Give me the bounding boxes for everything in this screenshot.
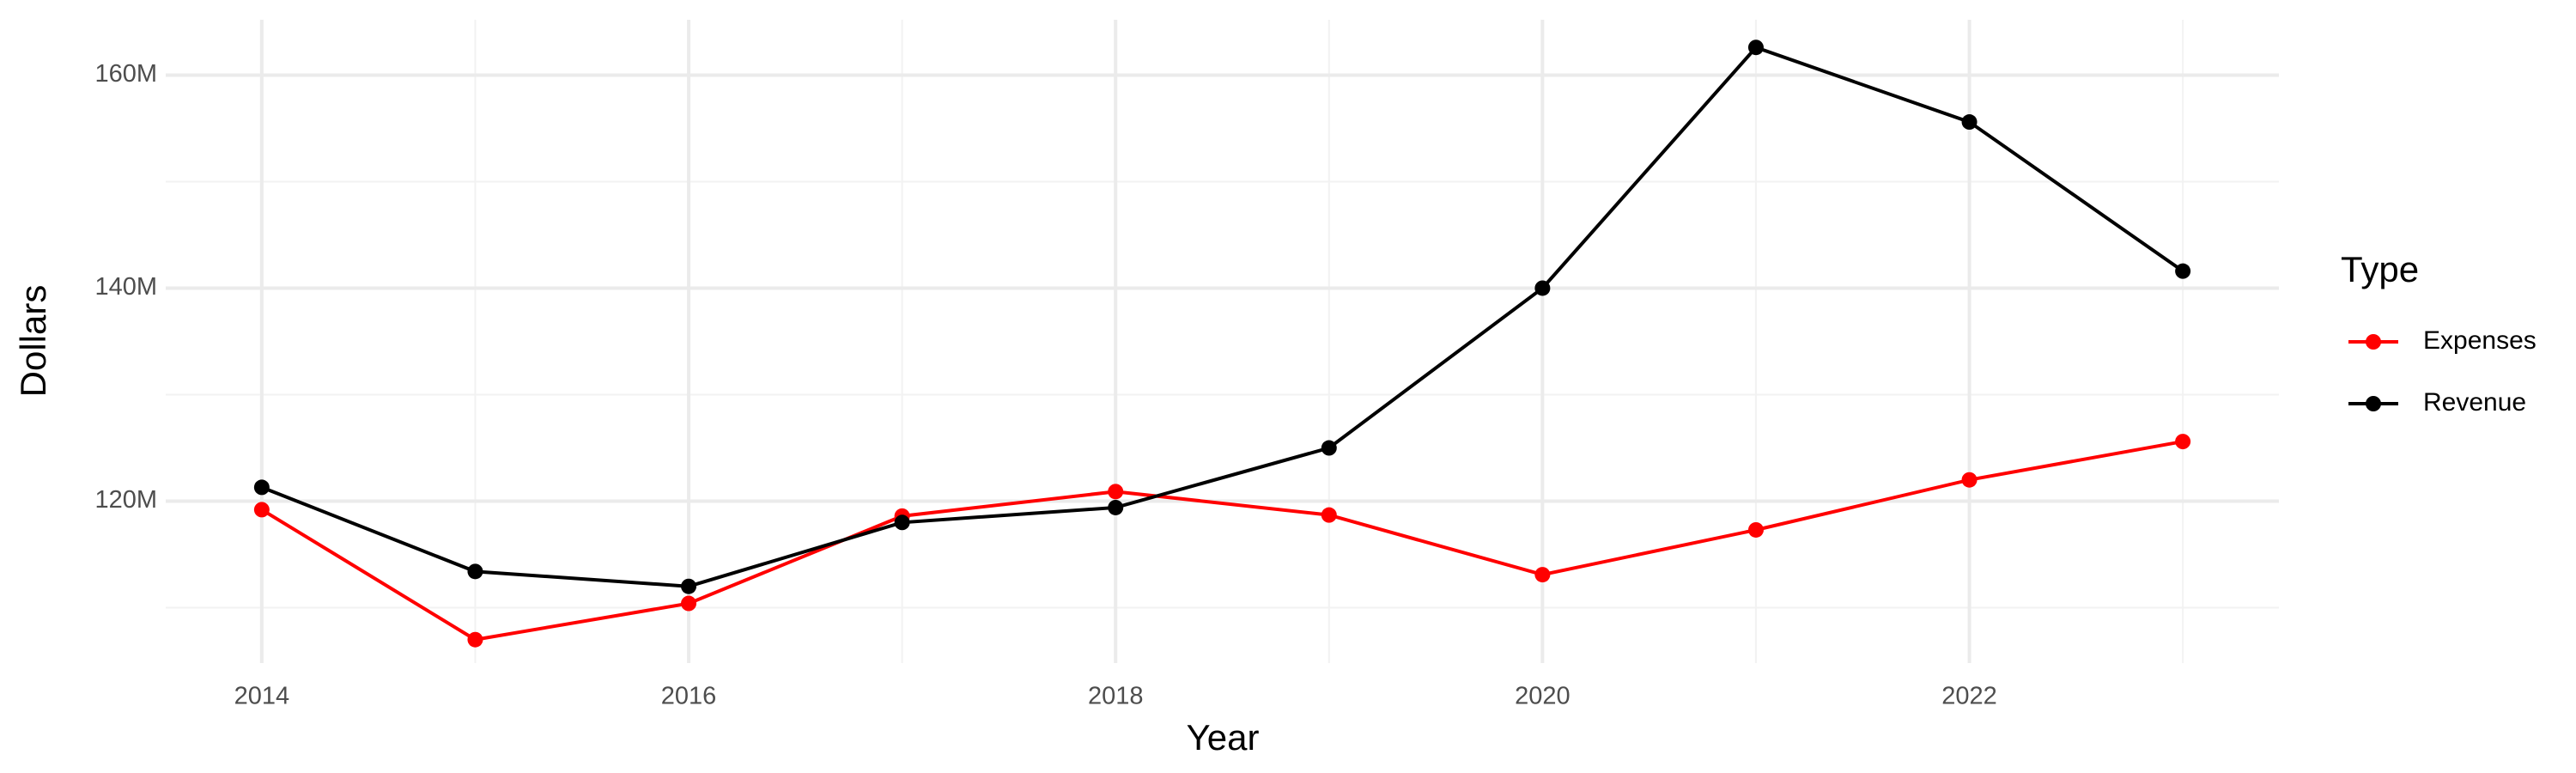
data-point	[1534, 280, 1551, 296]
data-point	[467, 563, 483, 580]
grid: 120M 140M 160M 2014 2016 2018 2020 2022	[94, 20, 2279, 710]
data-point	[467, 631, 483, 648]
data-point	[2175, 434, 2191, 450]
x-tick-label: 2020	[1515, 683, 1571, 710]
data-point	[1747, 521, 1764, 538]
data-point	[1747, 40, 1764, 56]
legend-key-point	[2366, 334, 2381, 350]
data-point	[1108, 499, 1124, 515]
y-tick-label: 120M	[94, 486, 157, 514]
data-point	[1534, 567, 1551, 583]
series-line	[260, 440, 2184, 642]
x-tick-label: 2016	[661, 683, 717, 710]
x-axis-title: Year	[1187, 717, 1260, 758]
x-tick-label: 2014	[234, 683, 290, 710]
data-point	[253, 502, 270, 518]
data-point	[1321, 440, 1337, 456]
data-point	[1321, 507, 1337, 523]
data-point	[1108, 484, 1124, 500]
legend-key-point	[2366, 396, 2381, 411]
data-point	[894, 514, 910, 531]
y-tick-label: 160M	[94, 60, 157, 88]
legend: Type Expenses Revenue	[2341, 249, 2537, 417]
data-point	[681, 595, 697, 612]
plot-area	[253, 40, 2191, 648]
y-axis-title: Dollars	[13, 285, 53, 398]
series-line	[261, 45, 2184, 588]
data-point	[2175, 263, 2191, 279]
legend-title: Type	[2341, 249, 2419, 289]
data-point	[253, 479, 270, 496]
x-tick-label: 2018	[1088, 683, 1144, 710]
legend-label: Revenue	[2423, 388, 2526, 417]
data-point	[1961, 114, 1978, 131]
y-tick-label: 140M	[94, 273, 157, 301]
data-point	[1961, 472, 1978, 488]
legend-label: Expenses	[2423, 326, 2537, 355]
data-point	[681, 578, 697, 594]
x-tick-label: 2022	[1941, 683, 1997, 710]
